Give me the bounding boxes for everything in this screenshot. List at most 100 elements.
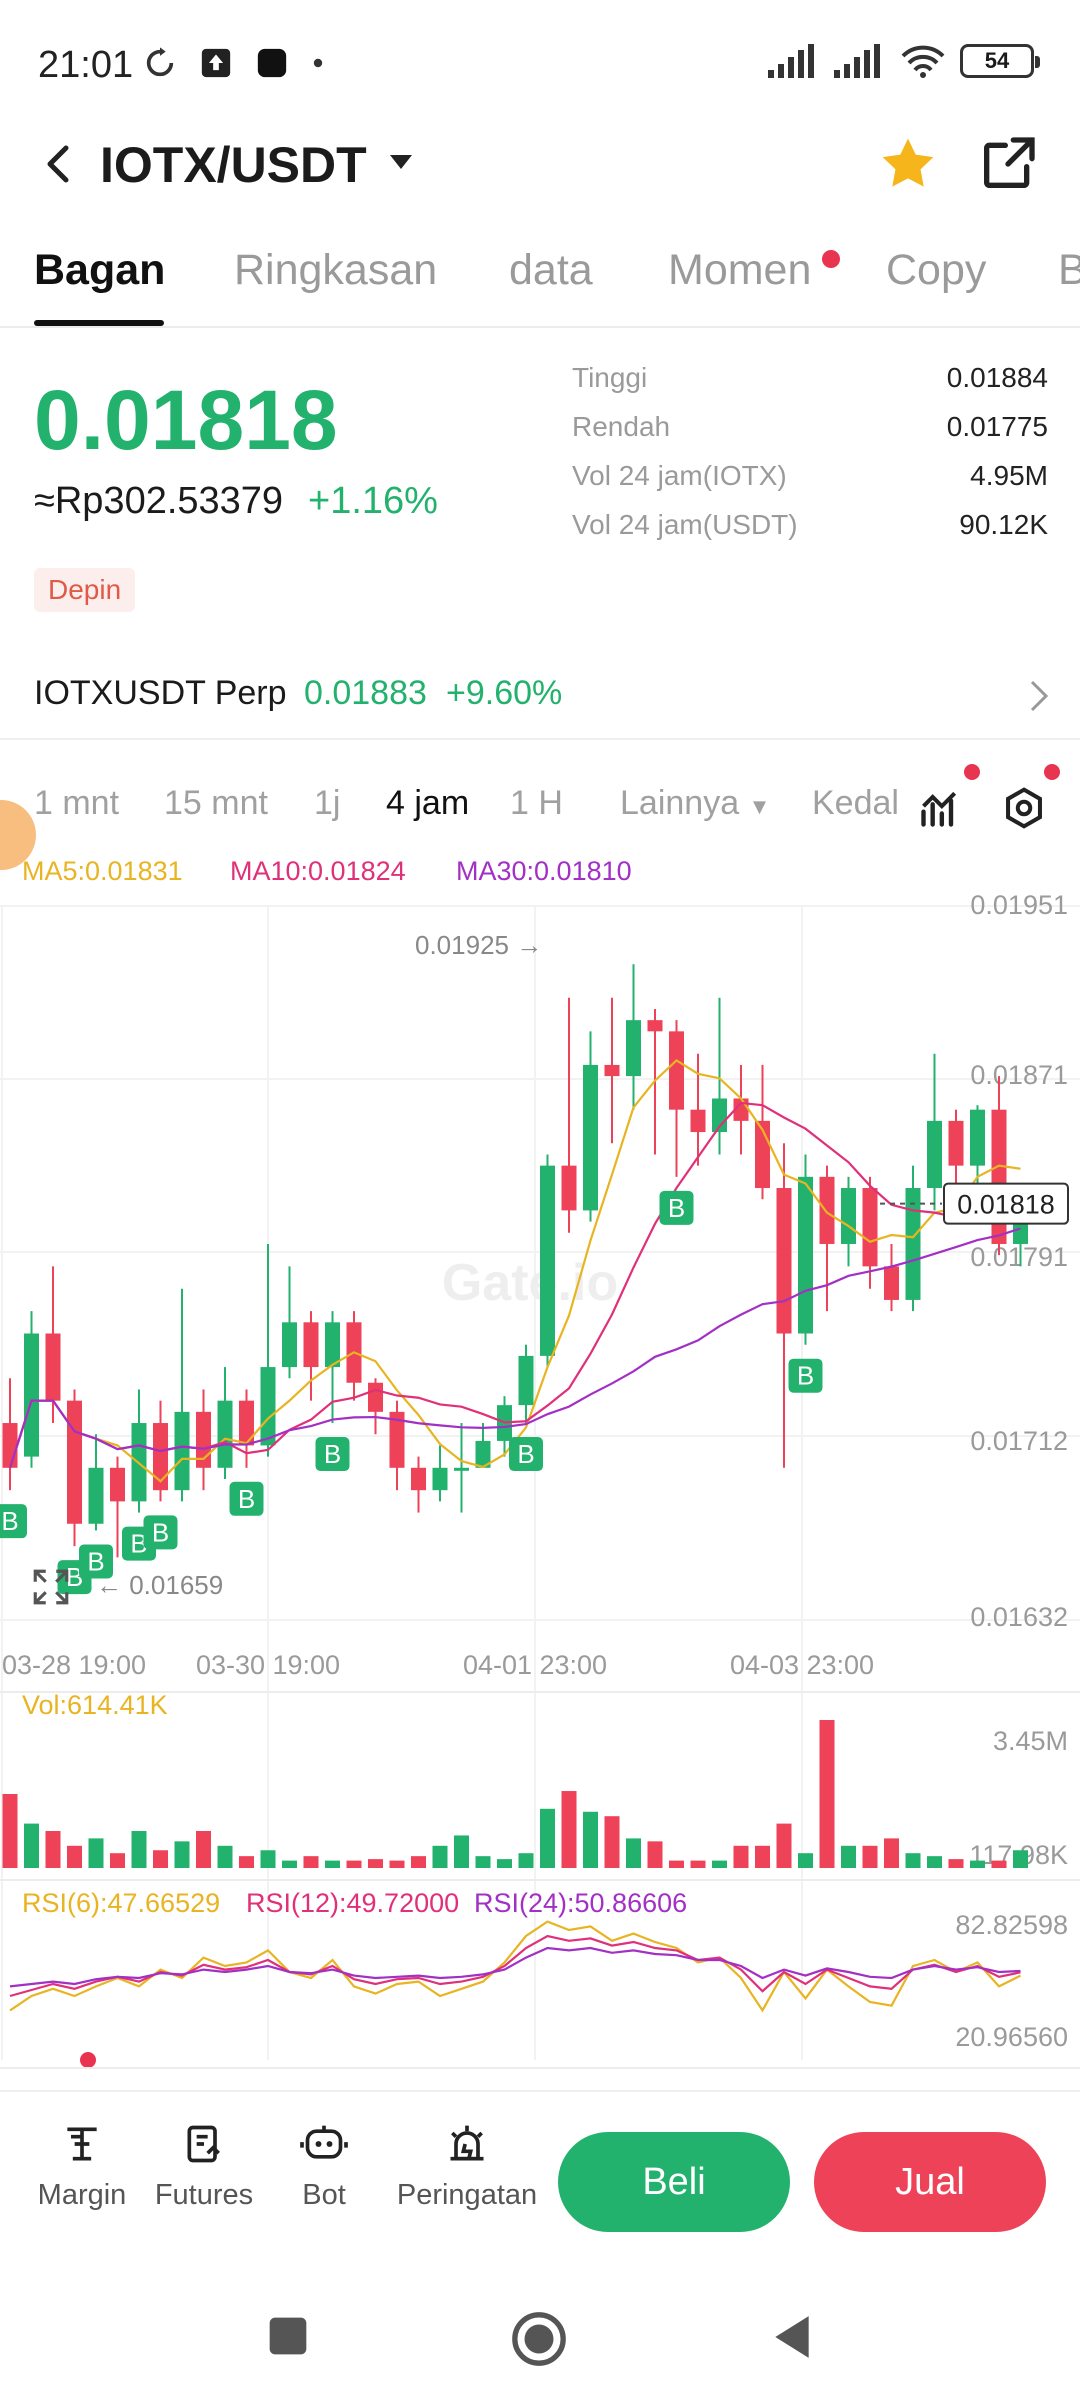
candle-down <box>303 1322 319 1368</box>
rsi12-line <box>9 1934 1021 1998</box>
y-axis-label: 0.01632 <box>970 1602 1068 1632</box>
y-axis-label: 0.01871 <box>970 1060 1068 1090</box>
pair-title[interactable]: IOTX/USDT <box>100 137 367 193</box>
buy-marker <box>788 1358 823 1393</box>
candle-up <box>798 1176 813 1334</box>
volume-bar <box>1013 1850 1028 1868</box>
volume-bar <box>776 1823 792 1868</box>
settings-icon[interactable] <box>1002 786 1046 830</box>
candle-up <box>540 1165 555 1356</box>
volume-bar <box>432 1845 448 1868</box>
sync-icon <box>146 47 174 77</box>
tab-more[interactable]: B <box>1058 246 1080 295</box>
share-icon[interactable] <box>976 132 1040 196</box>
candle-up <box>282 1322 297 1368</box>
signal-icon <box>768 44 814 78</box>
status-system-icons: 54 <box>768 44 1040 78</box>
back-nav-icon[interactable] <box>770 2312 814 2362</box>
candle-up <box>217 1400 233 1468</box>
buy-marker <box>0 1504 27 1539</box>
caret-down-icon[interactable] <box>388 152 414 172</box>
buy-marker-label: B <box>238 1484 255 1514</box>
candle-up <box>970 1109 985 1166</box>
buy-marker <box>229 1481 264 1516</box>
bot-label: Bot <box>302 2179 346 2211</box>
volume-bar <box>411 1856 426 1868</box>
rsi-axis-label: 82.82598 <box>955 1910 1068 1940</box>
volume-bar <box>174 1841 190 1868</box>
buy-marker-label: B <box>324 1439 341 1469</box>
bot-button[interactable]: Bot <box>264 2122 384 2212</box>
stat-row-vol-usdt: Vol 24 jam(USDT) 90.12K <box>572 509 1048 558</box>
margin-icon <box>67 2127 97 2161</box>
sell-button[interactable]: Jual <box>814 2132 1046 2232</box>
candle-down <box>561 1165 577 1211</box>
tab-copy[interactable]: Copy <box>886 246 987 294</box>
volume-bar <box>497 1859 512 1868</box>
buy-marker <box>509 1437 543 1472</box>
candle-down <box>690 1109 706 1133</box>
volume-bar <box>583 1811 598 1868</box>
battery-icon: 54 <box>960 44 1040 78</box>
tab-bagan[interactable]: Bagan <box>34 246 166 294</box>
perp-row[interactable]: IOTXUSDT Perp 0.01883 +9.60% <box>0 660 1080 740</box>
margin-button[interactable]: Margin <box>22 2122 142 2212</box>
interval-1d[interactable]: 1 H <box>510 784 563 822</box>
price-chart[interactable]: Gate.io 0.01951 0.01871 0.01791 0.01712 0.016… <box>0 880 1080 2080</box>
interval-more[interactable]: Lainnya ▼ <box>620 784 770 823</box>
category-tag[interactable]: Depin <box>34 568 136 612</box>
alert-button[interactable]: Peringatan <box>396 2122 538 2212</box>
buy-marker <box>79 1544 113 1579</box>
favorite-star-icon[interactable] <box>876 132 940 196</box>
tab-momen[interactable]: Momen <box>668 246 812 294</box>
interval-1m[interactable]: 1 mnt <box>34 784 120 822</box>
candle-down <box>669 1031 684 1110</box>
volume-bar <box>325 1860 340 1868</box>
candle-down <box>948 1120 964 1166</box>
stat-row-vol-iotx: Vol 24 jam(IOTX) 4.95M <box>572 460 1048 509</box>
volume-bar <box>819 1720 835 1868</box>
status-bar: 21:01 54 <box>0 0 1080 130</box>
stat-label: Vol 24 jam(USDT) <box>572 509 798 540</box>
home-icon[interactable] <box>510 2310 568 2368</box>
tab-ringkasan[interactable]: Ringkasan <box>234 246 438 294</box>
candle-up <box>88 1467 104 1524</box>
rsi-label: RSI(24):50.86606 <box>474 1888 687 1918</box>
buy-marker-label: B <box>87 1546 104 1576</box>
x-axis-label: 04-03 23:00 <box>730 1650 874 1680</box>
recent-apps-icon[interactable] <box>266 2314 310 2358</box>
buy-button[interactable]: Beli <box>558 2132 790 2232</box>
y-axis-label: 0.01791 <box>970 1242 1068 1272</box>
current-price-label: 0.01818 <box>957 1190 1055 1220</box>
tab-data[interactable]: data <box>509 246 593 294</box>
stat-label: Vol 24 jam(IOTX) <box>572 460 787 491</box>
volume-bar <box>948 1859 964 1868</box>
last-price: 0.01818 <box>34 373 338 467</box>
volume-bar <box>862 1845 878 1868</box>
futures-button[interactable]: Futures <box>144 2122 264 2212</box>
candle-up <box>905 1188 921 1300</box>
volume-label: Vol:614.41K <box>22 1690 168 1720</box>
buy-marker <box>143 1515 178 1550</box>
stat-row-high: Tinggi 0.01884 <box>572 362 1048 411</box>
rsi24-line <box>9 1946 1021 1988</box>
fullscreen-icon[interactable] <box>30 1566 72 1608</box>
interval-4h[interactable]: 4 jam <box>386 784 470 822</box>
buy-marker-label: B <box>152 1517 169 1547</box>
interval-1h[interactable]: 1j <box>314 784 341 822</box>
volume-bar <box>841 1845 856 1868</box>
perp-price: 0.01883 <box>304 674 427 712</box>
interval-15m[interactable]: 15 mnt <box>164 784 268 822</box>
stat-value: 0.01775 <box>946 411 1048 442</box>
indicator-chart-icon[interactable] <box>918 786 962 830</box>
notification-dot <box>1044 764 1060 780</box>
interval-depth[interactable]: Kedal <box>812 784 899 822</box>
volume-bar <box>905 1853 921 1868</box>
volume-bar <box>475 1856 491 1868</box>
candle-up <box>518 1355 534 1406</box>
candle-up <box>841 1188 856 1244</box>
rsi-axis-label: 20.96560 <box>955 2022 1068 2052</box>
candle-up <box>260 1367 276 1446</box>
back-icon[interactable] <box>28 134 88 194</box>
buy-marker-label: B <box>517 1439 534 1469</box>
